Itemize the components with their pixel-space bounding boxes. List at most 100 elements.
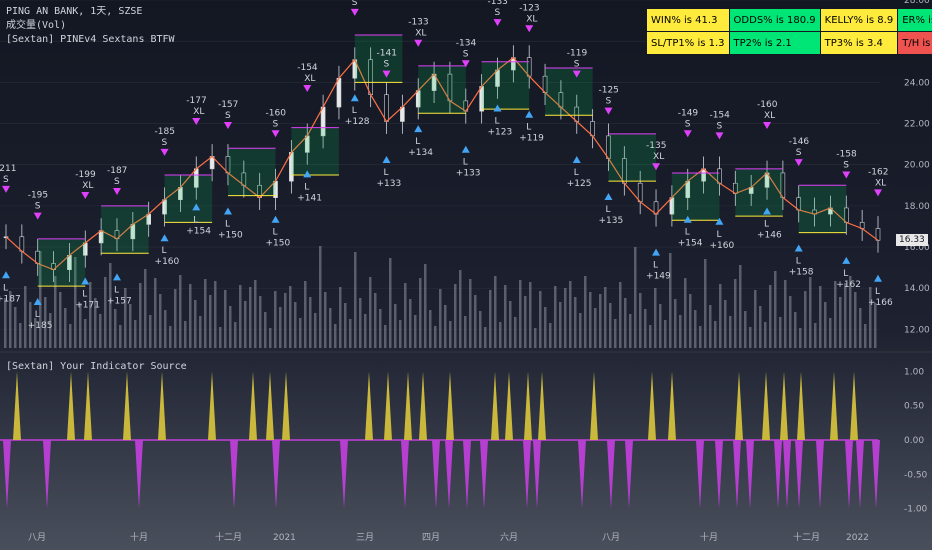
- sell-arrow: [303, 85, 312, 92]
- volume-bar: [844, 283, 847, 348]
- volume-bar: [154, 278, 157, 348]
- buy-arrow: [271, 215, 280, 223]
- volume-bar: [644, 309, 647, 348]
- trade-zone: [227, 148, 276, 196]
- signal-word: L: [764, 219, 769, 229]
- trade-label: -158: [836, 149, 857, 159]
- signal-word: L: [796, 257, 801, 267]
- price-tick-label: 28.00: [904, 0, 930, 6]
- volume-bar: [624, 298, 627, 348]
- volume-bar: [79, 303, 82, 348]
- trade-label: -154: [709, 110, 730, 120]
- bottom-label: +157: [107, 296, 132, 306]
- volume-bar: [324, 292, 327, 348]
- signal-word: S: [225, 111, 231, 121]
- price-tick-label: 14.00: [904, 284, 930, 294]
- bottom-label: +154: [186, 226, 211, 236]
- volume-bar: [19, 323, 22, 348]
- signal-word: S: [796, 148, 802, 158]
- volume-bar: [589, 292, 592, 348]
- volume-bar: [354, 252, 357, 348]
- volume-bar: [739, 265, 742, 348]
- buy-arrow: [683, 215, 692, 223]
- volume-bar: [634, 247, 637, 348]
- sell-arrow: [271, 130, 280, 138]
- bottom-label: +123: [487, 128, 512, 138]
- volume-bar: [239, 285, 242, 348]
- negative-spike: [795, 440, 803, 509]
- sell-arrow: [414, 39, 423, 47]
- negative-spike: [3, 440, 11, 509]
- volume-bar: [514, 317, 517, 348]
- trade-zone: [481, 61, 530, 110]
- volume-bar: [504, 285, 507, 348]
- volume-bar: [599, 294, 602, 348]
- volume-bar: [219, 327, 222, 348]
- bottom-label: +150: [218, 230, 243, 240]
- negative-spike: [816, 440, 824, 509]
- volume-bar: [379, 309, 382, 348]
- stats-table: WIN% is 41.3 ODDS% is 180.9 KELLY% is 8.…: [646, 8, 932, 55]
- volume-bar: [744, 311, 747, 348]
- volume-bar: [164, 310, 167, 348]
- negative-spike: [135, 440, 143, 509]
- volume-bar: [764, 322, 767, 348]
- sell-arrow: [842, 171, 851, 179]
- price-tick-label: 12.00: [904, 325, 930, 335]
- volume-bar: [229, 306, 232, 348]
- trade-zone: [418, 65, 466, 114]
- volume-bar: [424, 264, 427, 348]
- positive-spike: [249, 371, 257, 440]
- volume-bar: [214, 281, 217, 348]
- signal-word: XL: [764, 111, 775, 121]
- signal-word: S: [574, 60, 580, 70]
- positive-spike: [67, 371, 75, 440]
- volume-bar: [544, 307, 547, 348]
- volume-bar: [689, 294, 692, 348]
- signal-word: L: [82, 289, 87, 299]
- bottom-label: +128: [345, 117, 370, 127]
- signal-word: S: [716, 121, 722, 131]
- volume-bar: [29, 302, 32, 348]
- volume-bar: [539, 291, 542, 348]
- signal-word: L: [526, 123, 531, 133]
- buy-arrow: [763, 207, 772, 215]
- negative-spike: [872, 440, 880, 509]
- win-cell: WIN% is 41.3: [646, 8, 730, 32]
- signal-word: S: [463, 49, 469, 59]
- indicator-tick-label: 0.00: [904, 436, 924, 446]
- volume-bar: [344, 303, 347, 348]
- positive-spike: [538, 371, 546, 440]
- trade-label: -185: [155, 127, 175, 137]
- sell-arrow: [683, 130, 692, 138]
- buy-arrow: [81, 277, 90, 285]
- volume-bar: [499, 322, 502, 348]
- volume-bar: [554, 286, 557, 348]
- volume-bar: [749, 327, 752, 348]
- trade-zone: [164, 175, 213, 223]
- negative-spike: [432, 440, 440, 509]
- volume-bar: [234, 322, 237, 348]
- volume-bar: [169, 326, 172, 348]
- volume-bar: [559, 302, 562, 348]
- trade-label: -134: [456, 38, 477, 48]
- bottom-label: +187: [0, 294, 21, 304]
- trade-zone: [101, 205, 149, 254]
- volume-bar: [439, 289, 442, 348]
- time-tick-label: 2021: [273, 533, 296, 543]
- volume-bar: [564, 288, 567, 348]
- signal-word: S: [352, 0, 358, 8]
- sell-arrow: [525, 25, 534, 33]
- negative-spike: [340, 440, 348, 509]
- volume-bar: [89, 282, 92, 348]
- buy-arrow: [572, 156, 581, 163]
- volume-bar: [74, 257, 77, 348]
- bottom-label: +119: [519, 134, 544, 144]
- volume-bar: [299, 318, 302, 348]
- signal-word: L: [574, 168, 579, 178]
- signal-word: L: [114, 285, 119, 295]
- volume-bar: [654, 288, 657, 348]
- volume-bar: [524, 296, 527, 348]
- negative-spike: [625, 440, 633, 509]
